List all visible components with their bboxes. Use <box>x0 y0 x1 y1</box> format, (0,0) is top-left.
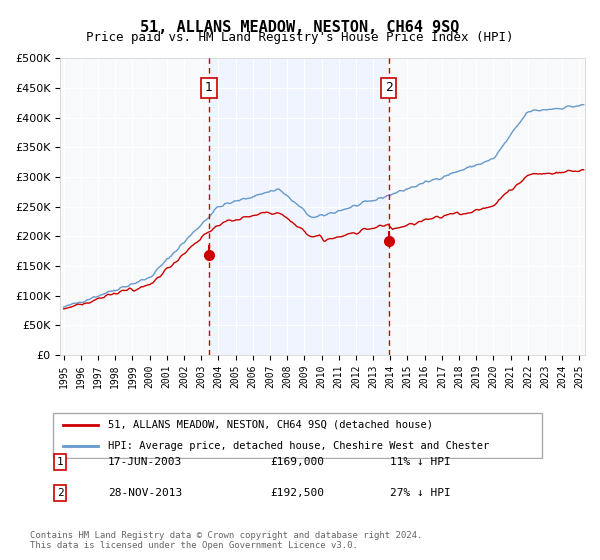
Text: 11% ↓ HPI: 11% ↓ HPI <box>390 457 451 467</box>
Text: £169,000: £169,000 <box>270 457 324 467</box>
Text: 1: 1 <box>205 81 213 95</box>
Text: 27% ↓ HPI: 27% ↓ HPI <box>390 488 451 498</box>
Text: Price paid vs. HM Land Registry's House Price Index (HPI): Price paid vs. HM Land Registry's House … <box>86 31 514 44</box>
Text: 51, ALLANS MEADOW, NESTON, CH64 9SQ (detached house): 51, ALLANS MEADOW, NESTON, CH64 9SQ (det… <box>109 420 433 430</box>
Text: 1: 1 <box>56 457 64 467</box>
Text: 2: 2 <box>56 488 64 498</box>
FancyBboxPatch shape <box>53 413 542 458</box>
Text: 51, ALLANS MEADOW, NESTON, CH64 9SQ: 51, ALLANS MEADOW, NESTON, CH64 9SQ <box>140 20 460 35</box>
Text: Contains HM Land Registry data © Crown copyright and database right 2024.
This d: Contains HM Land Registry data © Crown c… <box>30 530 422 550</box>
Text: 28-NOV-2013: 28-NOV-2013 <box>108 488 182 498</box>
Text: £192,500: £192,500 <box>270 488 324 498</box>
Text: HPI: Average price, detached house, Cheshire West and Chester: HPI: Average price, detached house, Ches… <box>109 441 490 451</box>
Text: 17-JUN-2003: 17-JUN-2003 <box>108 457 182 467</box>
Text: 2: 2 <box>385 81 392 95</box>
Bar <box>209 58 389 355</box>
